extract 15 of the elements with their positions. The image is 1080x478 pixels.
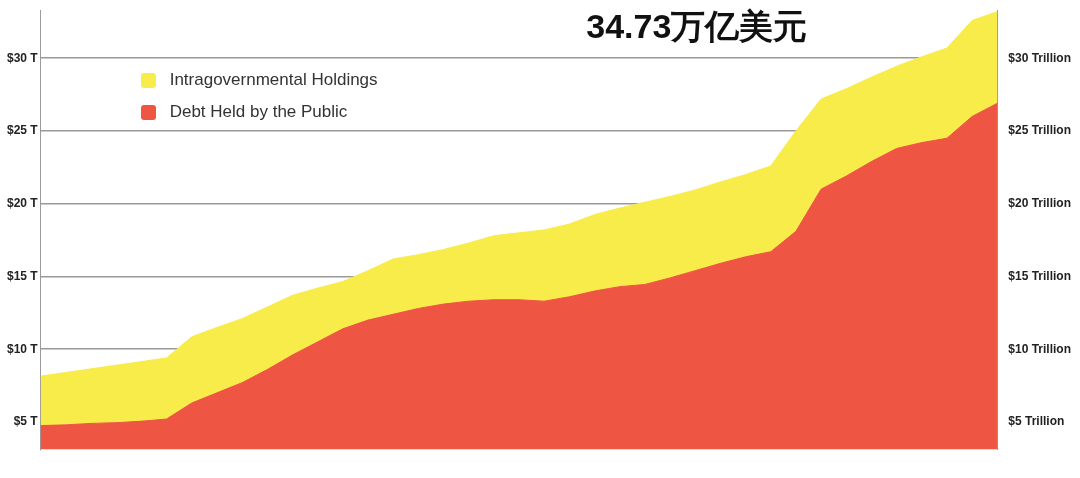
legend-label: Intragovernmental Holdings	[169, 70, 378, 90]
y-tick-label: $25 T	[7, 123, 39, 138]
y2-tick-label: $20 Trillion	[1008, 196, 1072, 211]
legend-label: Debt Held by the Public	[169, 102, 348, 122]
y-tick-label: $15 T	[7, 268, 39, 283]
y-tick-label: $30 T	[7, 50, 39, 65]
y-tick-label: $10 T	[7, 341, 39, 356]
y-tick-label: $20 T	[7, 196, 39, 211]
y2-tick-label: $25 Trillion	[1008, 123, 1072, 138]
y2-tick-label: $15 Trillion	[1008, 268, 1072, 283]
annotation: 34.73万亿美元	[586, 6, 808, 47]
y-tick-label: $5 T	[13, 414, 39, 429]
y2-tick-label: $10 Trillion	[1008, 341, 1072, 356]
y2-tick-label: $5 Trillion	[1008, 414, 1065, 429]
y2-tick-label: $30 Trillion	[1008, 50, 1072, 65]
